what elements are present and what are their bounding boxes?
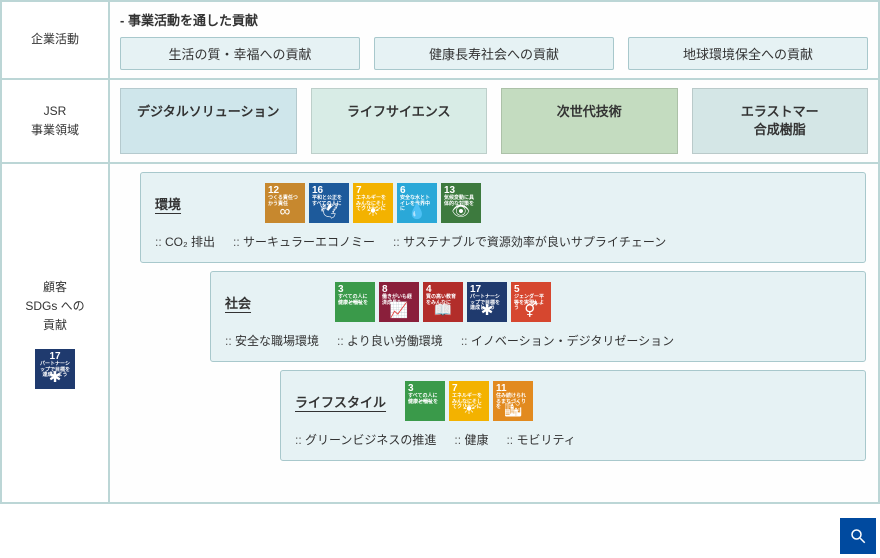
sdg-icon: ✱ [467, 303, 507, 320]
sdg-badge: 8働きがいも経済成長も📈 [379, 282, 419, 322]
sdg-badge: 17パートナーシップで目標を達成しよう✱ [467, 282, 507, 322]
row-label-sdgs: 顧客 SDGs への 貢献 17 パートナーシップで目標を達成しよう ✱ [1, 163, 109, 503]
panel-item: サステナブルで資源効率が良いサプライチェーン [393, 233, 666, 250]
search-icon [849, 527, 867, 545]
panel-items: グリーンビジネスの推進 健康 モビリティ [295, 431, 851, 448]
sdg-icon: ☀ [353, 204, 393, 221]
pill: 地球環境保全への貢献 [628, 37, 868, 70]
diagram-grid: 企業活動 - 事業活動を通した貢献 生活の質・幸福への貢献 健康長寿社会への貢献… [0, 0, 880, 504]
label-text: 事業領域 [31, 121, 79, 140]
sdg-badge: 3すべての人に健康と福祉を⁀ [335, 282, 375, 322]
pill-row: 生活の質・幸福への貢献 健康長寿社会への貢献 地球環境保全への貢献 [120, 37, 868, 70]
business-label: 合成樹脂 [754, 122, 806, 137]
pill: 生活の質・幸福への貢献 [120, 37, 360, 70]
row-content-corporate: - 事業活動を通した貢献 生活の質・幸福への貢献 健康長寿社会への貢献 地球環境… [109, 1, 879, 79]
sdg-badge: 7エネルギーをみんなにそしてクリーンに☀ [353, 183, 393, 223]
business-box: 次世代技術 [501, 88, 678, 154]
sdg-badge: 3すべての人に健康と福祉を⁀ [405, 381, 445, 421]
panel-title: ライフスタイル [295, 392, 391, 411]
sdg-icon: 🏙 [493, 402, 533, 419]
sdg-badge: 16平和と公正をすべての人に🕊 [309, 183, 349, 223]
label-text: 貢献 [43, 316, 67, 335]
sdg-icon: ⚥ [511, 303, 551, 320]
sdg-badge: 7エネルギーをみんなにそしてクリーンに☀ [449, 381, 489, 421]
sdg-icon: ∞ [265, 204, 305, 221]
panel-item: 安全な職場環境 [225, 332, 319, 349]
sdg-badge-row: 3すべての人に健康と福祉を⁀7エネルギーをみんなにそしてクリーンに☀11住み続け… [405, 381, 533, 421]
business-label: エラストマー [741, 104, 819, 119]
panel-item: グリーンビジネスの推進 [295, 431, 436, 448]
sdg-icon: ⁀ [405, 402, 445, 419]
label-text: 企業活動 [31, 30, 79, 49]
panel-title: 社会 [225, 293, 321, 312]
sdg-icon: 👁 [441, 204, 481, 221]
panel-item: より良い労働環境 [337, 332, 443, 349]
panel-head: ライフスタイル 3すべての人に健康と福祉を⁀7エネルギーをみんなにそしてクリーンに… [295, 381, 851, 421]
sdg-badge: 11住み続けられるまちづくりを🏙 [493, 381, 533, 421]
sdg-icon: ⁀ [335, 303, 375, 320]
business-box: エラストマー 合成樹脂 [692, 88, 869, 154]
panel-items: CO₂ 排出 サーキュラーエコノミー サステナブルで資源効率が良いサプライチェーン [155, 233, 851, 250]
panels: 環境12つくる責任つかう責任∞16平和と公正をすべての人に🕊7エネルギーをみんな… [120, 172, 868, 461]
panel-head: 社会 3すべての人に健康と福祉を⁀8働きがいも経済成長も📈4質の高い教育をみんなに… [225, 282, 851, 322]
row-content-sdgs: 環境12つくる責任つかう責任∞16平和と公正をすべての人に🕊7エネルギーをみんな… [109, 163, 879, 503]
sdg-panel: ライフスタイル 3すべての人に健康と福祉を⁀7エネルギーをみんなにそしてクリーンに… [280, 370, 866, 461]
sdg-icon: 📖 [423, 303, 463, 320]
panel-item: CO₂ 排出 [155, 233, 215, 250]
label-text: JSR [44, 102, 67, 121]
business-label: 次世代技術 [557, 104, 622, 119]
sdg-badge: 5ジェンダー平等を実現しよう⚥ [511, 282, 551, 322]
panel-title: 環境 [155, 194, 251, 213]
row-label-corporate: 企業活動 [1, 1, 109, 79]
business-label: デジタルソリューション [137, 104, 279, 119]
row-label-business: JSR 事業領域 [1, 79, 109, 163]
pill: 健康長寿社会への貢献 [374, 37, 614, 70]
panel-item: モビリティ [506, 431, 575, 448]
business-row: デジタルソリューション ライフサイエンス 次世代技術 エラストマー 合成樹脂 [120, 88, 868, 154]
sdg-badge-row: 3すべての人に健康と福祉を⁀8働きがいも経済成長も📈4質の高い教育をみんなに📖1… [335, 282, 551, 322]
panel-item: サーキュラーエコノミー [233, 233, 375, 250]
sdg-panel: 社会 3すべての人に健康と福祉を⁀8働きがいも経済成長も📈4質の高い教育をみんなに… [210, 271, 866, 362]
headline: - 事業活動を通した貢献 [120, 10, 868, 29]
sdg-icon: 💧 [397, 204, 437, 221]
sdg-icon: 📈 [379, 303, 419, 320]
label-text: SDGs への [25, 297, 84, 316]
sdg-badge-row: 12つくる責任つかう責任∞16平和と公正をすべての人に🕊7エネルギーをみんなにそ… [265, 183, 481, 223]
sdg-icon: ☀ [449, 402, 489, 419]
sdg-badge: 6安全な水とトイレを世界中に💧 [397, 183, 437, 223]
sdg-icon: ✱ [35, 370, 75, 387]
panel-items: 安全な職場環境 より良い労働環境 イノベーション・デジタリゼーション [225, 332, 851, 349]
row-content-business: デジタルソリューション ライフサイエンス 次世代技術 エラストマー 合成樹脂 [109, 79, 879, 163]
business-box: ライフサイエンス [311, 88, 488, 154]
sdg-badge: 4質の高い教育をみんなに📖 [423, 282, 463, 322]
panel-item: イノベーション・デジタリゼーション [461, 332, 674, 349]
panel-item: 健康 [454, 431, 488, 448]
panel-head: 環境 12つくる責任つかう責任∞16平和と公正をすべての人に🕊7エネルギーをみんな… [155, 183, 851, 223]
label-text: 顧客 [43, 278, 67, 297]
sdg-badge: 13気候変動に具体的な対策を👁 [441, 183, 481, 223]
search-button[interactable] [840, 518, 876, 554]
business-box: デジタルソリューション [120, 88, 297, 154]
sdg-badge: 12つくる責任つかう責任∞ [265, 183, 305, 223]
business-label: ライフサイエンス [347, 104, 451, 119]
sdg-icon: 🕊 [309, 204, 349, 221]
sdg-badge-17-side: 17 パートナーシップで目標を達成しよう ✱ [35, 349, 75, 389]
sdg-panel: 環境 12つくる責任つかう責任∞16平和と公正をすべての人に🕊7エネルギーをみんな… [140, 172, 866, 263]
